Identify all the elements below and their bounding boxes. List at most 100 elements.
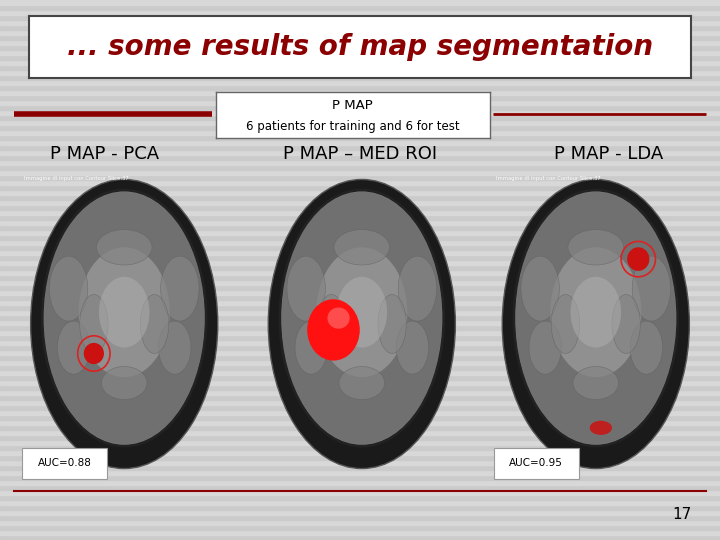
Ellipse shape — [627, 247, 649, 271]
Bar — [0, 145, 720, 150]
Bar — [0, 155, 720, 160]
Bar — [0, 385, 720, 390]
Bar — [0, 375, 720, 380]
Bar — [0, 395, 720, 400]
Bar — [0, 55, 720, 60]
Bar — [0, 170, 720, 175]
Ellipse shape — [515, 191, 677, 445]
Text: P MAP – MED ROI: P MAP – MED ROI — [283, 145, 437, 163]
Bar — [0, 130, 720, 135]
Ellipse shape — [58, 321, 90, 374]
Bar — [0, 495, 720, 500]
Bar — [0, 325, 720, 330]
Bar — [0, 400, 720, 405]
Bar — [0, 125, 720, 130]
Bar — [0, 315, 720, 320]
Ellipse shape — [396, 321, 428, 374]
Bar — [0, 350, 720, 355]
Bar — [0, 35, 720, 40]
Bar — [0, 355, 720, 360]
Ellipse shape — [612, 294, 640, 354]
Bar — [0, 150, 720, 155]
Bar — [0, 510, 720, 515]
Bar — [0, 310, 720, 315]
Bar — [0, 365, 720, 370]
Ellipse shape — [318, 294, 346, 354]
Ellipse shape — [552, 294, 580, 354]
Bar — [0, 220, 720, 225]
Bar — [0, 505, 720, 510]
Bar — [0, 485, 720, 490]
Ellipse shape — [78, 247, 170, 377]
Bar — [0, 40, 720, 45]
Ellipse shape — [31, 179, 217, 469]
Bar — [0, 60, 720, 65]
Bar — [0, 295, 720, 300]
Bar — [0, 240, 720, 245]
Bar — [0, 300, 720, 305]
Bar — [0, 450, 720, 455]
Bar — [0, 390, 720, 395]
Ellipse shape — [398, 256, 436, 321]
Text: P MAP - LDA: P MAP - LDA — [554, 145, 663, 163]
Bar — [0, 135, 720, 140]
FancyBboxPatch shape — [494, 448, 579, 478]
Ellipse shape — [632, 256, 670, 321]
Bar — [0, 245, 720, 250]
Bar — [0, 340, 720, 345]
Bar — [0, 115, 720, 120]
Bar — [0, 470, 720, 475]
Bar — [0, 490, 720, 495]
Bar — [0, 95, 720, 100]
Ellipse shape — [96, 230, 152, 265]
Ellipse shape — [334, 230, 390, 265]
Bar — [0, 335, 720, 340]
Bar — [0, 435, 720, 440]
Ellipse shape — [570, 277, 621, 348]
Bar — [0, 15, 720, 20]
Bar — [0, 440, 720, 445]
Bar — [0, 525, 720, 530]
Bar — [0, 280, 720, 285]
Bar — [0, 275, 720, 280]
Bar — [0, 500, 720, 505]
Bar — [0, 530, 720, 535]
Bar — [0, 250, 720, 255]
Bar — [0, 180, 720, 185]
Bar — [0, 360, 720, 365]
Bar — [0, 45, 720, 50]
Ellipse shape — [102, 367, 147, 400]
Ellipse shape — [269, 179, 455, 469]
Bar — [0, 260, 720, 265]
Text: P MAP: P MAP — [333, 99, 373, 112]
Bar — [0, 30, 720, 35]
Ellipse shape — [43, 191, 205, 445]
Ellipse shape — [521, 256, 559, 321]
FancyBboxPatch shape — [22, 448, 107, 478]
Ellipse shape — [84, 343, 104, 364]
Bar — [0, 515, 720, 520]
Ellipse shape — [529, 321, 562, 374]
Ellipse shape — [287, 256, 325, 321]
Ellipse shape — [503, 179, 689, 469]
Bar — [0, 305, 720, 310]
Ellipse shape — [281, 191, 443, 445]
Bar — [0, 445, 720, 450]
Bar — [0, 105, 720, 110]
Bar — [0, 110, 720, 115]
Bar — [0, 290, 720, 295]
Bar — [0, 425, 720, 430]
Bar — [0, 70, 720, 75]
Bar — [0, 455, 720, 460]
Bar — [0, 330, 720, 335]
Bar — [0, 255, 720, 260]
Bar — [0, 205, 720, 210]
Bar — [0, 85, 720, 90]
Bar — [0, 185, 720, 190]
Text: AUC=0.88: AUC=0.88 — [37, 458, 91, 468]
Ellipse shape — [140, 294, 168, 354]
Ellipse shape — [158, 321, 191, 374]
Bar — [0, 0, 720, 5]
Text: 17: 17 — [672, 507, 691, 522]
Bar — [0, 160, 720, 165]
